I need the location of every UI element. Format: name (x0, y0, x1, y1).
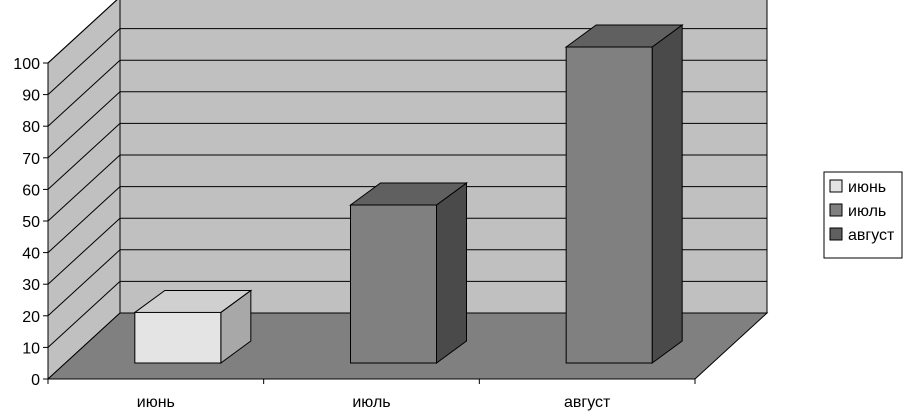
y-tick-label: 70 (22, 151, 40, 168)
axes: 0 10 20 30 40 50 60 70 80 90 100 июнь июль август (13, 56, 696, 411)
y-tick-label: 100 (13, 56, 40, 73)
x-tick-label: июнь (137, 394, 175, 411)
gridline (47, 122, 767, 190)
legend: июнь июль август (823, 171, 903, 259)
legend-label: июль (848, 203, 886, 220)
y-tick-label: 40 (22, 246, 40, 263)
gridline (47, 0, 118, 64)
y-tick-label: 60 (22, 182, 40, 199)
y-tick-label: 80 (22, 119, 40, 136)
y-tick-label: 0 (31, 372, 40, 389)
y-tick-label: 50 (22, 214, 40, 231)
gridline (47, 91, 767, 159)
bar-3 (564, 24, 684, 364)
legend-swatch (829, 203, 843, 217)
y-tick-label: 30 (22, 277, 40, 294)
y-tick-label: 90 (22, 88, 40, 105)
bar-side-face (651, 24, 683, 364)
gridline (47, 186, 767, 253)
gridline (47, 28, 767, 95)
bars (133, 24, 684, 364)
legend-label: июнь (848, 179, 886, 196)
legend-swatch (829, 227, 843, 241)
bar-side-face (436, 182, 467, 364)
x-tick-label: август (564, 394, 611, 411)
bar-2 (348, 182, 469, 364)
y-tick-label: 20 (22, 309, 40, 326)
gridline (47, 249, 767, 317)
bar-1 (133, 289, 253, 364)
x-tick-label: июль (352, 394, 390, 411)
gridline (47, 217, 767, 285)
gridlines (47, 0, 767, 348)
bar-front-face (350, 204, 437, 364)
bar-front-face (134, 311, 222, 364)
bar-front-face (565, 46, 653, 364)
gridline (47, 59, 767, 127)
y-tick-label: 10 (22, 340, 40, 357)
gridline (47, 154, 767, 222)
gridline (47, 280, 767, 348)
legend-swatch (829, 179, 843, 193)
side-wall (47, 0, 121, 381)
legend-label: август (848, 227, 895, 244)
